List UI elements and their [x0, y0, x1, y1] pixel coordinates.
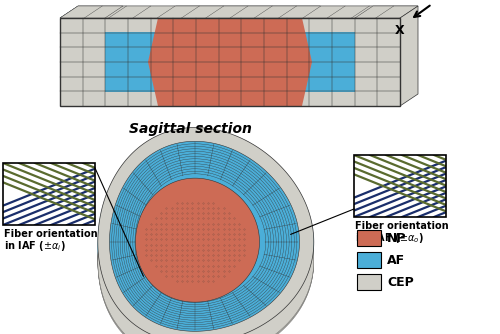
Polygon shape: [98, 131, 314, 334]
Polygon shape: [98, 134, 314, 334]
Polygon shape: [400, 6, 418, 106]
Polygon shape: [78, 80, 418, 94]
Polygon shape: [60, 92, 400, 106]
Polygon shape: [60, 18, 400, 106]
Polygon shape: [60, 18, 400, 32]
Polygon shape: [98, 136, 314, 334]
Polygon shape: [98, 139, 314, 334]
Bar: [3, 163, 95, 225]
Text: Sagittal section: Sagittal section: [128, 122, 252, 136]
Text: AF: AF: [387, 254, 405, 267]
Polygon shape: [110, 141, 300, 331]
Polygon shape: [98, 144, 314, 334]
Polygon shape: [98, 146, 314, 334]
Polygon shape: [60, 18, 105, 106]
Text: X: X: [394, 24, 404, 37]
Bar: [354, 155, 446, 217]
Text: in IAF ($\pm\alpha_i$): in IAF ($\pm\alpha_i$): [4, 239, 66, 253]
Polygon shape: [98, 132, 314, 334]
Polygon shape: [136, 178, 260, 302]
Polygon shape: [60, 6, 123, 18]
Polygon shape: [98, 146, 314, 334]
Bar: [357, 252, 381, 268]
Polygon shape: [373, 6, 418, 94]
Polygon shape: [98, 133, 314, 334]
Polygon shape: [148, 18, 312, 106]
Polygon shape: [98, 138, 314, 334]
Polygon shape: [98, 145, 314, 334]
Text: CEP: CEP: [387, 276, 414, 289]
Polygon shape: [98, 129, 314, 334]
Polygon shape: [78, 6, 418, 94]
Polygon shape: [98, 148, 314, 334]
Polygon shape: [168, 6, 328, 94]
Polygon shape: [78, 6, 418, 20]
Bar: [3, 163, 95, 225]
Text: Fiber orientation: Fiber orientation: [355, 221, 448, 231]
Polygon shape: [60, 6, 418, 18]
Polygon shape: [78, 6, 123, 94]
Text: Fiber orientation: Fiber orientation: [4, 229, 98, 239]
Polygon shape: [98, 143, 314, 334]
Bar: [357, 274, 381, 290]
Polygon shape: [98, 142, 314, 334]
Polygon shape: [60, 6, 418, 18]
Polygon shape: [98, 130, 314, 334]
Polygon shape: [158, 6, 320, 18]
Polygon shape: [355, 18, 400, 106]
Polygon shape: [98, 135, 314, 334]
Bar: [354, 155, 446, 217]
Polygon shape: [98, 140, 314, 334]
Polygon shape: [98, 147, 314, 334]
Text: in OAF ($\pm\alpha_o$): in OAF ($\pm\alpha_o$): [355, 231, 424, 245]
Text: NP: NP: [387, 231, 406, 244]
Polygon shape: [98, 141, 314, 334]
Polygon shape: [98, 128, 314, 334]
Polygon shape: [98, 137, 314, 334]
Polygon shape: [355, 6, 418, 18]
Bar: [357, 230, 381, 246]
